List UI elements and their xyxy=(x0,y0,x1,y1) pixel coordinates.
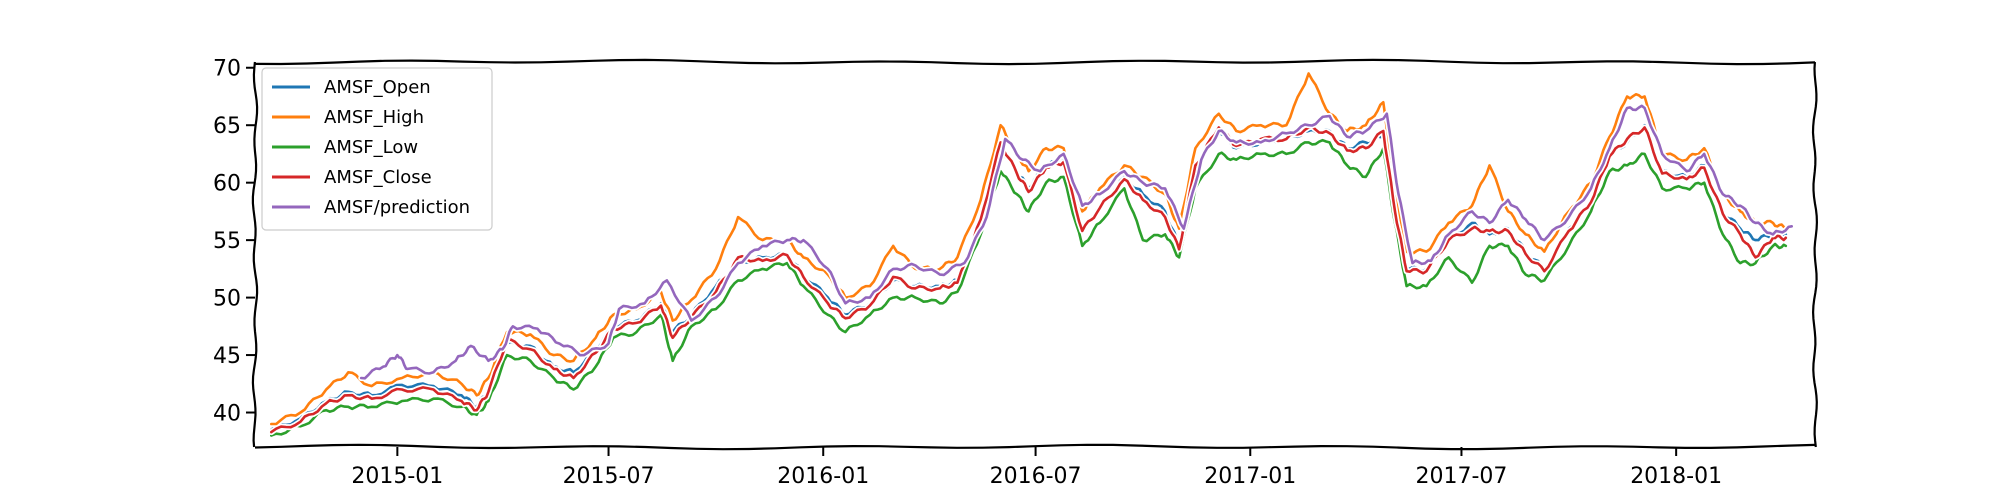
x-tick-label: 2016-01 xyxy=(777,464,869,489)
series-halo-4 xyxy=(358,102,1795,382)
legend-label: AMSF/prediction xyxy=(324,197,470,218)
legend: AMSF_Open AMSF_High AMSF_Low AMSF_Close AMSF… xyxy=(261,67,493,231)
legend-label: AMSF_Open xyxy=(324,77,431,98)
x-tick-label: 2016-07 xyxy=(990,464,1082,489)
legend-label: AMSF_High xyxy=(324,107,424,128)
x-tick-label: 2015-07 xyxy=(563,464,655,489)
series-line-amsf-low xyxy=(270,138,1788,437)
y-tick-label: 65 xyxy=(213,114,241,139)
legend-label: AMSF_Low xyxy=(324,137,418,158)
y-tick-label: 60 xyxy=(213,172,241,197)
x-tick-label: 2015-01 xyxy=(351,464,443,489)
y-tick-label: 55 xyxy=(213,229,241,254)
series-layer xyxy=(268,70,1795,439)
y-tick-label: 50 xyxy=(213,287,241,312)
axis-frame-top xyxy=(254,58,1816,66)
x-tick-label: 2018-01 xyxy=(1630,464,1722,489)
legend-box xyxy=(261,67,493,231)
y-tick-label: 70 xyxy=(213,57,241,82)
axis-frame-bottom xyxy=(254,443,1816,451)
axis-frame-left xyxy=(251,61,259,448)
series-line-amsf-close xyxy=(270,125,1788,434)
x-tick-label: 2017-07 xyxy=(1416,464,1508,489)
y-tick-label: 45 xyxy=(213,344,241,369)
axis-frame-right xyxy=(1811,61,1819,448)
legend-label: AMSF_Close xyxy=(324,167,432,188)
y-tick-label: 40 xyxy=(213,402,241,427)
x-tick-label: 2017-01 xyxy=(1204,464,1296,489)
axes-layer: 40 45 50 55 60 65 70 2015-01 2015-07 2016-01 2016-… xyxy=(213,57,1819,489)
series-line-amsf-prediction xyxy=(359,104,1793,380)
